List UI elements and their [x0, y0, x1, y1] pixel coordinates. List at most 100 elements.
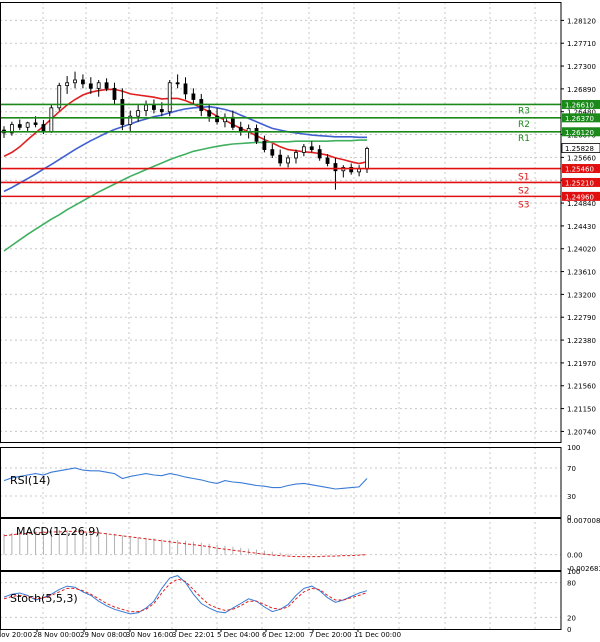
- level-name-s3: S3: [518, 200, 529, 210]
- level-price-tag: [562, 127, 600, 137]
- candlestick: [9, 121, 14, 136]
- candlestick: [65, 76, 70, 94]
- moving-average-line-red: [3, 88, 368, 165]
- macd-signal-line: [3, 530, 368, 558]
- level-name-s2: S2: [518, 186, 529, 196]
- level-price-tag: [562, 164, 600, 174]
- candlestick: [278, 149, 283, 167]
- price-tick-label: 1.23610: [567, 269, 596, 277]
- candle-body: [254, 128, 259, 142]
- candlestick: [128, 110, 133, 132]
- current-price-label: 1.25828: [565, 145, 594, 153]
- candle-body: [317, 149, 322, 159]
- price-frame: [0, 2, 562, 443]
- time-tick-label: 29 Nov 08:00: [80, 631, 127, 639]
- candle-body: [286, 157, 290, 164]
- candlestick: [136, 105, 141, 122]
- current-price-tag: [561, 143, 600, 153]
- candlestick: [88, 77, 93, 94]
- level-name-r2: R2: [518, 120, 530, 130]
- candlestick: [215, 107, 219, 125]
- time-tick-label: 3 Dec 22:01: [172, 631, 215, 639]
- candle-body: [333, 163, 338, 172]
- candle-body: [25, 122, 30, 128]
- price-tick-label: 1.21970: [567, 360, 596, 368]
- candle-body: [152, 104, 156, 110]
- time-tick-label: 6 Dec 12:00: [262, 631, 305, 639]
- rsi-tick-label: 100: [567, 444, 580, 452]
- candle-body: [325, 157, 330, 164]
- level-name-r1: R1: [518, 134, 530, 144]
- candlestick: [57, 82, 62, 111]
- candle-body: [104, 82, 109, 89]
- candle-body: [309, 146, 314, 150]
- level-name-r3: R3: [518, 106, 530, 116]
- candlestick: [73, 71, 77, 89]
- candle-body: [136, 110, 141, 117]
- candlestick: [167, 79, 172, 117]
- candlestick: [317, 145, 322, 161]
- macd-frame: [0, 518, 562, 571]
- candle-body: [301, 146, 306, 153]
- stoch-tick-label: 100: [567, 568, 580, 576]
- macd-title: MACD(12,26,9): [16, 525, 100, 538]
- candlestick: [333, 157, 338, 190]
- candlestick: [96, 79, 101, 97]
- price-tick-label: 1.24430: [567, 223, 596, 231]
- candle-body: [41, 124, 46, 133]
- stoch-panel: Stoch(5,5,3): [3, 575, 368, 615]
- time-tick-label: 11 Dec 00:00: [354, 631, 401, 639]
- candle-body: [365, 148, 369, 170]
- candle-body: [144, 104, 148, 112]
- rsi-panel: RSI(14): [3, 467, 368, 490]
- candle-body: [88, 83, 93, 89]
- rsi-tick-label: 30: [567, 493, 576, 501]
- candle-body: [294, 151, 298, 159]
- candle-body: [128, 115, 133, 125]
- candlestick: [270, 144, 275, 158]
- price-panel: R3 R2 R1 S1 S2 S3: [0, 71, 561, 252]
- time-tick-label: 30 Nov 16:00: [126, 631, 173, 639]
- candlestick: [309, 141, 314, 153]
- candle-body: [357, 168, 362, 173]
- candlestick: [17, 119, 22, 131]
- price-tick-label: 1.25660: [567, 154, 596, 162]
- price-tick-label: 1.27300: [567, 63, 596, 71]
- candle-body: [230, 116, 235, 128]
- candle-body: [73, 79, 77, 84]
- candle-body: [183, 83, 188, 95]
- candle-body: [65, 82, 70, 86]
- level-price-label: 1.26120: [565, 129, 594, 137]
- candle-body: [57, 85, 62, 109]
- time-tick-label: 28 Nov 00:00: [33, 631, 80, 639]
- level-price-label: 1.24960: [565, 193, 594, 201]
- candle-body: [207, 110, 212, 117]
- rsi-title: RSI(14): [10, 474, 50, 487]
- macd-tick-label: 0.00: [567, 552, 583, 560]
- level-price-tag: [562, 177, 600, 187]
- stoch-tick-label: 80: [567, 580, 576, 588]
- candle-body: [167, 82, 172, 113]
- price-tick-label: 1.22380: [567, 337, 596, 345]
- stoch-tick-label: 0: [567, 626, 571, 634]
- price-tick-label: 1.21150: [567, 406, 596, 414]
- level-name-s1: S1: [518, 173, 529, 183]
- price-tick-label: 1.22790: [567, 314, 596, 322]
- candlestick: [25, 121, 30, 132]
- candlestick: [254, 124, 259, 145]
- candle-body: [270, 149, 275, 156]
- candlestick: [191, 88, 196, 106]
- price-tick-label: 1.24020: [567, 246, 596, 254]
- candlestick: [120, 88, 125, 131]
- stoch-frame: [0, 571, 562, 630]
- price-tick-label: 1.26890: [567, 86, 596, 94]
- time-tick-label: 5 Dec 04:00: [217, 631, 260, 639]
- level-price-label: 1.25460: [565, 166, 594, 174]
- price-tick-label: 1.27710: [567, 40, 596, 48]
- candle-body: [112, 87, 117, 100]
- stoch-tick-label: 20: [567, 614, 576, 622]
- candle-body: [191, 93, 196, 100]
- candle-body: [33, 122, 38, 125]
- price-tick-label: 1.26480: [567, 109, 596, 117]
